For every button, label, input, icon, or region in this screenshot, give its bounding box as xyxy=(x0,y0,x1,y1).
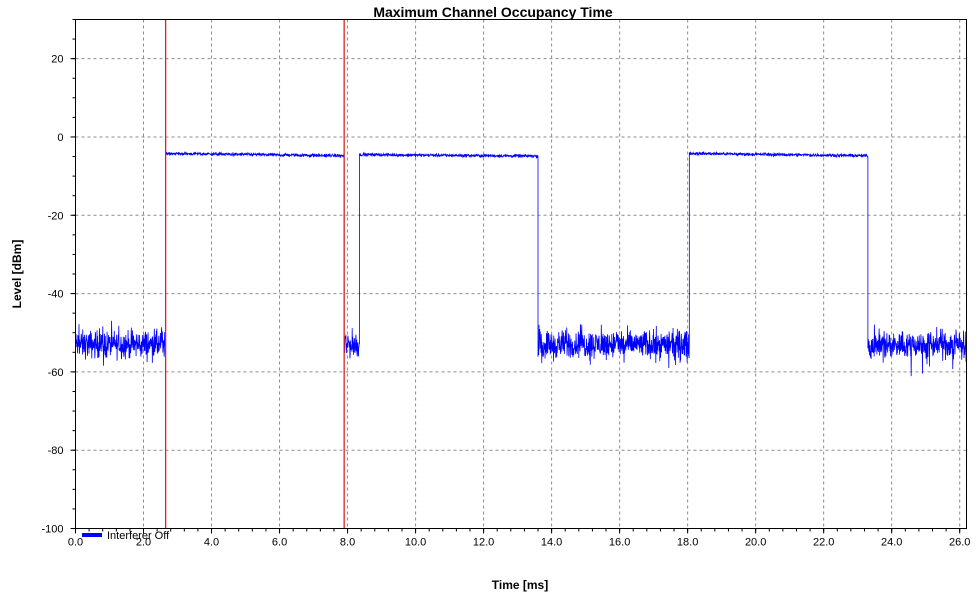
x-tick-label: 10.0 xyxy=(405,537,426,549)
y-tick-label: -100 xyxy=(41,524,63,536)
x-tick-label: 18.0 xyxy=(677,537,698,549)
x-tick-label: 24.0 xyxy=(881,537,902,549)
x-tick-label: 6.0 xyxy=(272,537,287,549)
x-tick-label: 8.0 xyxy=(340,537,355,549)
y-tick-label: -80 xyxy=(48,445,64,457)
x-axis: 0.0 2.0 4.0 6.0 8.0 10.0 12.0 14.0 16.0 18.0 20.0 2… xyxy=(68,528,970,549)
x-axis-label: Time [ms] xyxy=(492,578,548,592)
y-tick-label: -20 xyxy=(48,210,64,222)
marker-layer xyxy=(164,19,345,529)
grid xyxy=(75,19,967,529)
x-tick-label: 26.0 xyxy=(949,537,970,549)
x-tick-label: 14.0 xyxy=(541,537,562,549)
y-tick-label: -60 xyxy=(48,367,64,379)
x-tick-label: 16.0 xyxy=(609,537,630,549)
legend-label: Interferer Off xyxy=(107,530,170,542)
chart-title: Maximum Channel Occupancy Time xyxy=(373,4,613,20)
series-layer xyxy=(75,150,967,377)
legend: Interferer Off xyxy=(82,530,170,542)
y-axis: -100 -80 -60 -40 -20 0 20 xyxy=(41,19,76,536)
legend-swatch xyxy=(82,533,102,537)
y-tick-label: 0 xyxy=(57,132,63,144)
plot-frame xyxy=(75,19,967,529)
series-line xyxy=(75,150,967,377)
x-tick-label: 12.0 xyxy=(473,537,494,549)
x-tick-label: 4.0 xyxy=(204,537,219,549)
x-tick-label: 22.0 xyxy=(813,537,834,549)
x-tick-label: 2.0 xyxy=(136,537,151,549)
y-tick-label: -40 xyxy=(48,289,64,301)
x-tick-label: 0.0 xyxy=(68,537,83,549)
x-tick-label: 20.0 xyxy=(745,537,766,549)
y-tick-label: 20 xyxy=(51,54,63,66)
y-axis-label: Level [dBm] xyxy=(10,240,24,309)
